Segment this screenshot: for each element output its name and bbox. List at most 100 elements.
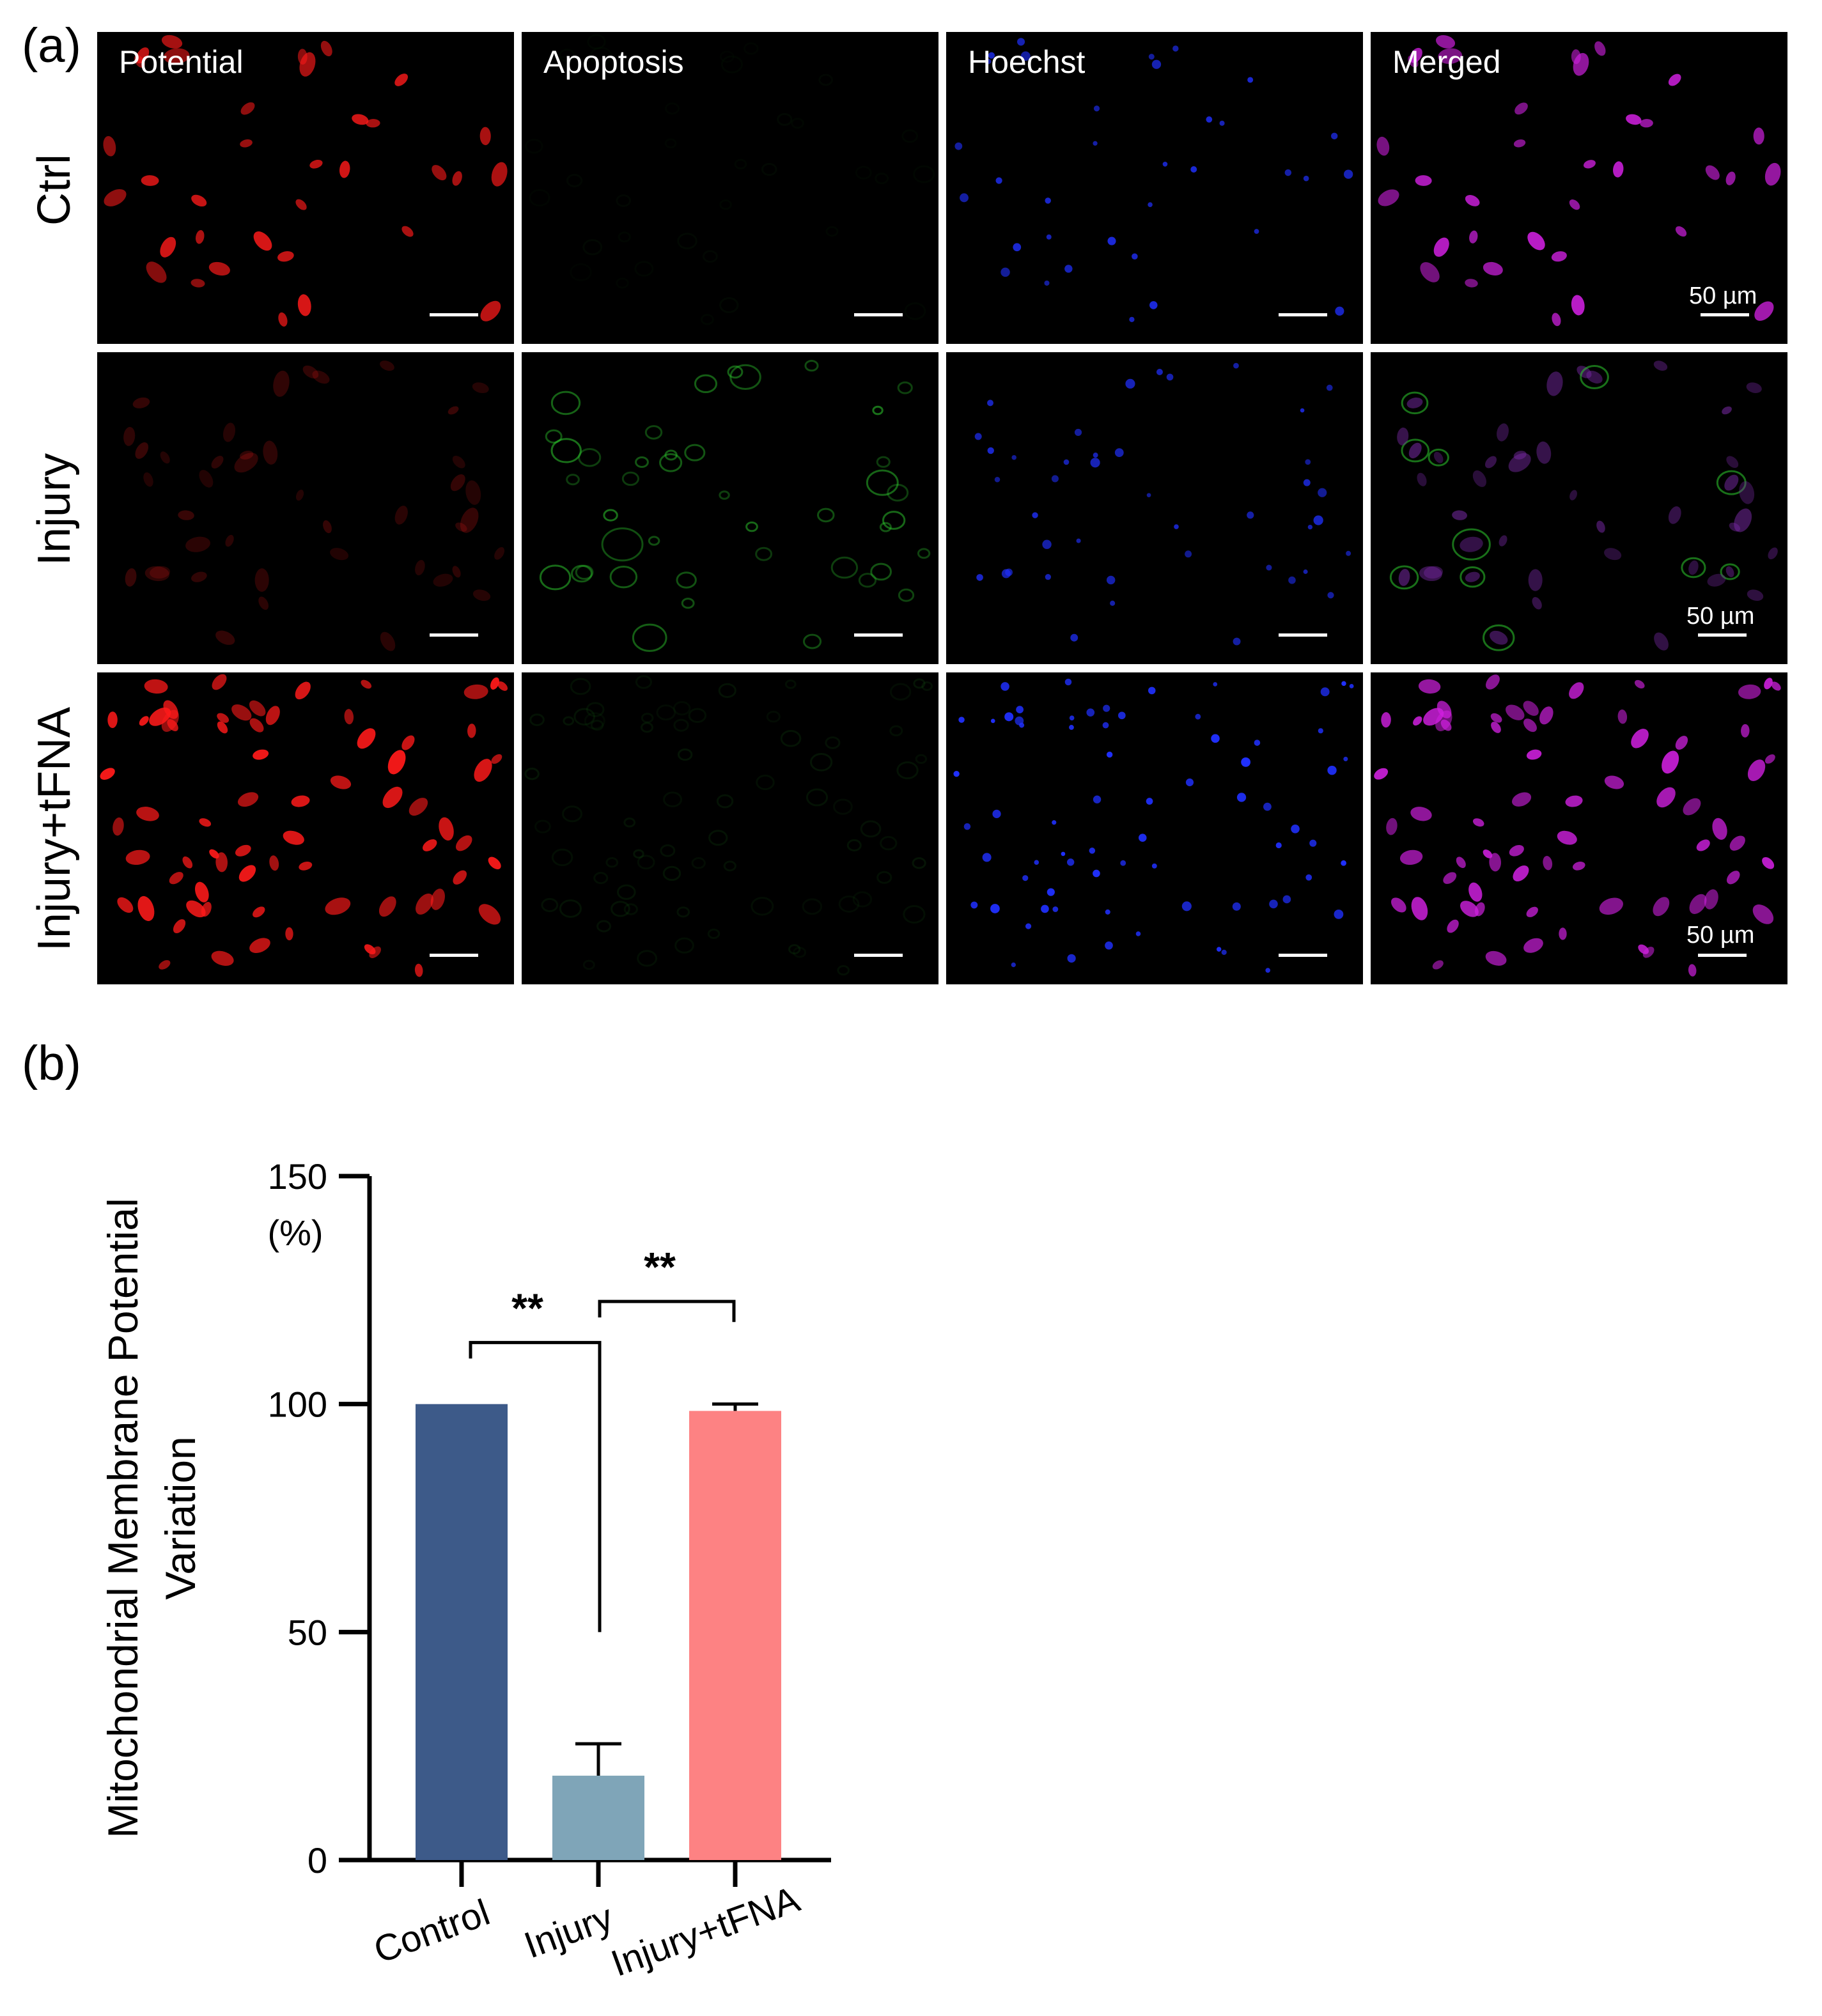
cell-apoptosis — [684, 444, 706, 461]
nucleus-hoechst — [1020, 51, 1031, 61]
cell-apoptosis — [778, 114, 791, 125]
cell-potential — [344, 709, 354, 725]
nucleus-hoechst — [1303, 175, 1309, 182]
nucleus-hoechst — [976, 574, 983, 581]
micrograph-injury-tfna-merged: 50 µm — [1371, 672, 1787, 984]
cell-apoptosis — [898, 588, 915, 602]
cell-apoptosis — [632, 623, 667, 652]
nucleus-hoechst — [1125, 378, 1135, 389]
cell-apoptosis — [921, 681, 933, 691]
cells-injury-apoptosis — [539, 359, 931, 652]
cell-potential — [460, 508, 479, 533]
cell-apoptosis — [809, 752, 833, 772]
nucleus-hoechst — [1326, 384, 1333, 391]
cell-potential — [339, 160, 350, 178]
nucleus-hoechst — [1148, 54, 1155, 60]
nucleus-hoechst — [1300, 408, 1305, 413]
cell-apoptosis — [691, 857, 706, 869]
cell-potential — [472, 382, 489, 394]
nucleus-hoechst — [1105, 941, 1113, 950]
cell-potential — [125, 568, 137, 587]
cell-merged — [1381, 712, 1391, 728]
cell-potential — [159, 960, 171, 970]
cell-merged — [1513, 139, 1526, 148]
cell-merged — [1484, 456, 1497, 469]
cell-merged — [1594, 41, 1606, 56]
scale-bar-label: 50 µm — [1686, 603, 1755, 630]
nucleus-hoechst — [1309, 839, 1317, 847]
cell-apoptosis — [804, 359, 819, 372]
cell-potential — [302, 365, 319, 379]
x-tick-label: Injury+tFNA — [606, 1878, 806, 1984]
cell-merged — [1668, 506, 1681, 524]
cell-apoptosis — [681, 598, 695, 609]
cell-potential — [258, 596, 269, 610]
cell-merged — [1626, 114, 1642, 125]
nucleus-hoechst — [1001, 682, 1009, 691]
cell-potential — [455, 835, 472, 851]
cell-merged — [1490, 713, 1502, 723]
cell-merged — [1653, 897, 1670, 917]
cell-apoptosis — [617, 884, 636, 900]
cell-potential — [491, 162, 508, 187]
y-tick-label: 150 — [268, 1156, 327, 1197]
y-axis-title: Mitochondrial Membrane Potential — [99, 1198, 146, 1838]
cell-potential — [137, 896, 155, 921]
cell-apoptosis — [793, 947, 807, 958]
cell-potential — [144, 679, 168, 694]
x-tick-label: Control — [368, 1891, 495, 1971]
cell-potential — [103, 136, 116, 157]
cell-apoptosis — [666, 104, 678, 114]
cell-merged — [1386, 818, 1398, 835]
cell-apoptosis — [678, 234, 697, 249]
cell-merged — [1762, 857, 1775, 869]
cell-potential — [265, 706, 280, 725]
nucleus-hoechst — [1206, 116, 1213, 123]
cell-apoptosis — [897, 381, 913, 394]
cell-apoptosis — [582, 959, 595, 970]
cell-apoptosis — [820, 75, 832, 85]
nucleus-hoechst — [1288, 576, 1296, 584]
cell-apoptosis — [663, 791, 683, 808]
cell-merged — [1460, 536, 1483, 552]
cell-merged — [1499, 535, 1507, 547]
cell-merged — [1411, 897, 1428, 920]
cell-potential — [387, 750, 406, 775]
cell-apoptosis — [567, 175, 581, 187]
cell-merged — [1569, 199, 1580, 210]
nucleus-hoechst — [1146, 493, 1151, 497]
cell-merged — [1557, 830, 1577, 845]
nucleus-hoechst — [1335, 306, 1344, 316]
cell-potential — [225, 534, 234, 547]
cell-potential — [234, 453, 258, 473]
scale-bar — [854, 313, 903, 316]
nucleus-hoechst — [954, 142, 963, 150]
cell-potential — [330, 548, 349, 561]
cell-apoptosis — [541, 897, 559, 912]
cell-merged — [1722, 406, 1732, 415]
cell-merged — [1696, 839, 1710, 851]
cell-merged — [1552, 313, 1561, 327]
cell-potential — [490, 677, 499, 690]
nucleus-hoechst — [1341, 681, 1346, 686]
cell-apoptosis — [673, 701, 691, 716]
nucleus-hoechst — [1195, 713, 1201, 720]
cell-apoptosis — [635, 456, 649, 469]
cell-merged — [1508, 453, 1531, 472]
cell-merged — [1729, 835, 1745, 851]
cell-apoptosis — [802, 898, 823, 915]
cell-potential — [107, 711, 118, 729]
cell-potential — [208, 261, 230, 276]
nucleus-hoechst — [1093, 795, 1102, 803]
cell-apoptosis — [917, 548, 931, 559]
nucleus-hoechst — [1044, 280, 1050, 286]
cell-potential — [113, 817, 124, 836]
cell-potential — [323, 520, 332, 534]
y-unit-label: (%) — [267, 1213, 323, 1253]
cell-merged — [1604, 548, 1622, 561]
cell-apoptosis — [792, 119, 804, 128]
cell-potential — [222, 423, 236, 442]
cell-merged — [1771, 681, 1781, 691]
nucleus-hoechst — [1232, 902, 1241, 911]
nucleus-hoechst — [1291, 824, 1300, 834]
